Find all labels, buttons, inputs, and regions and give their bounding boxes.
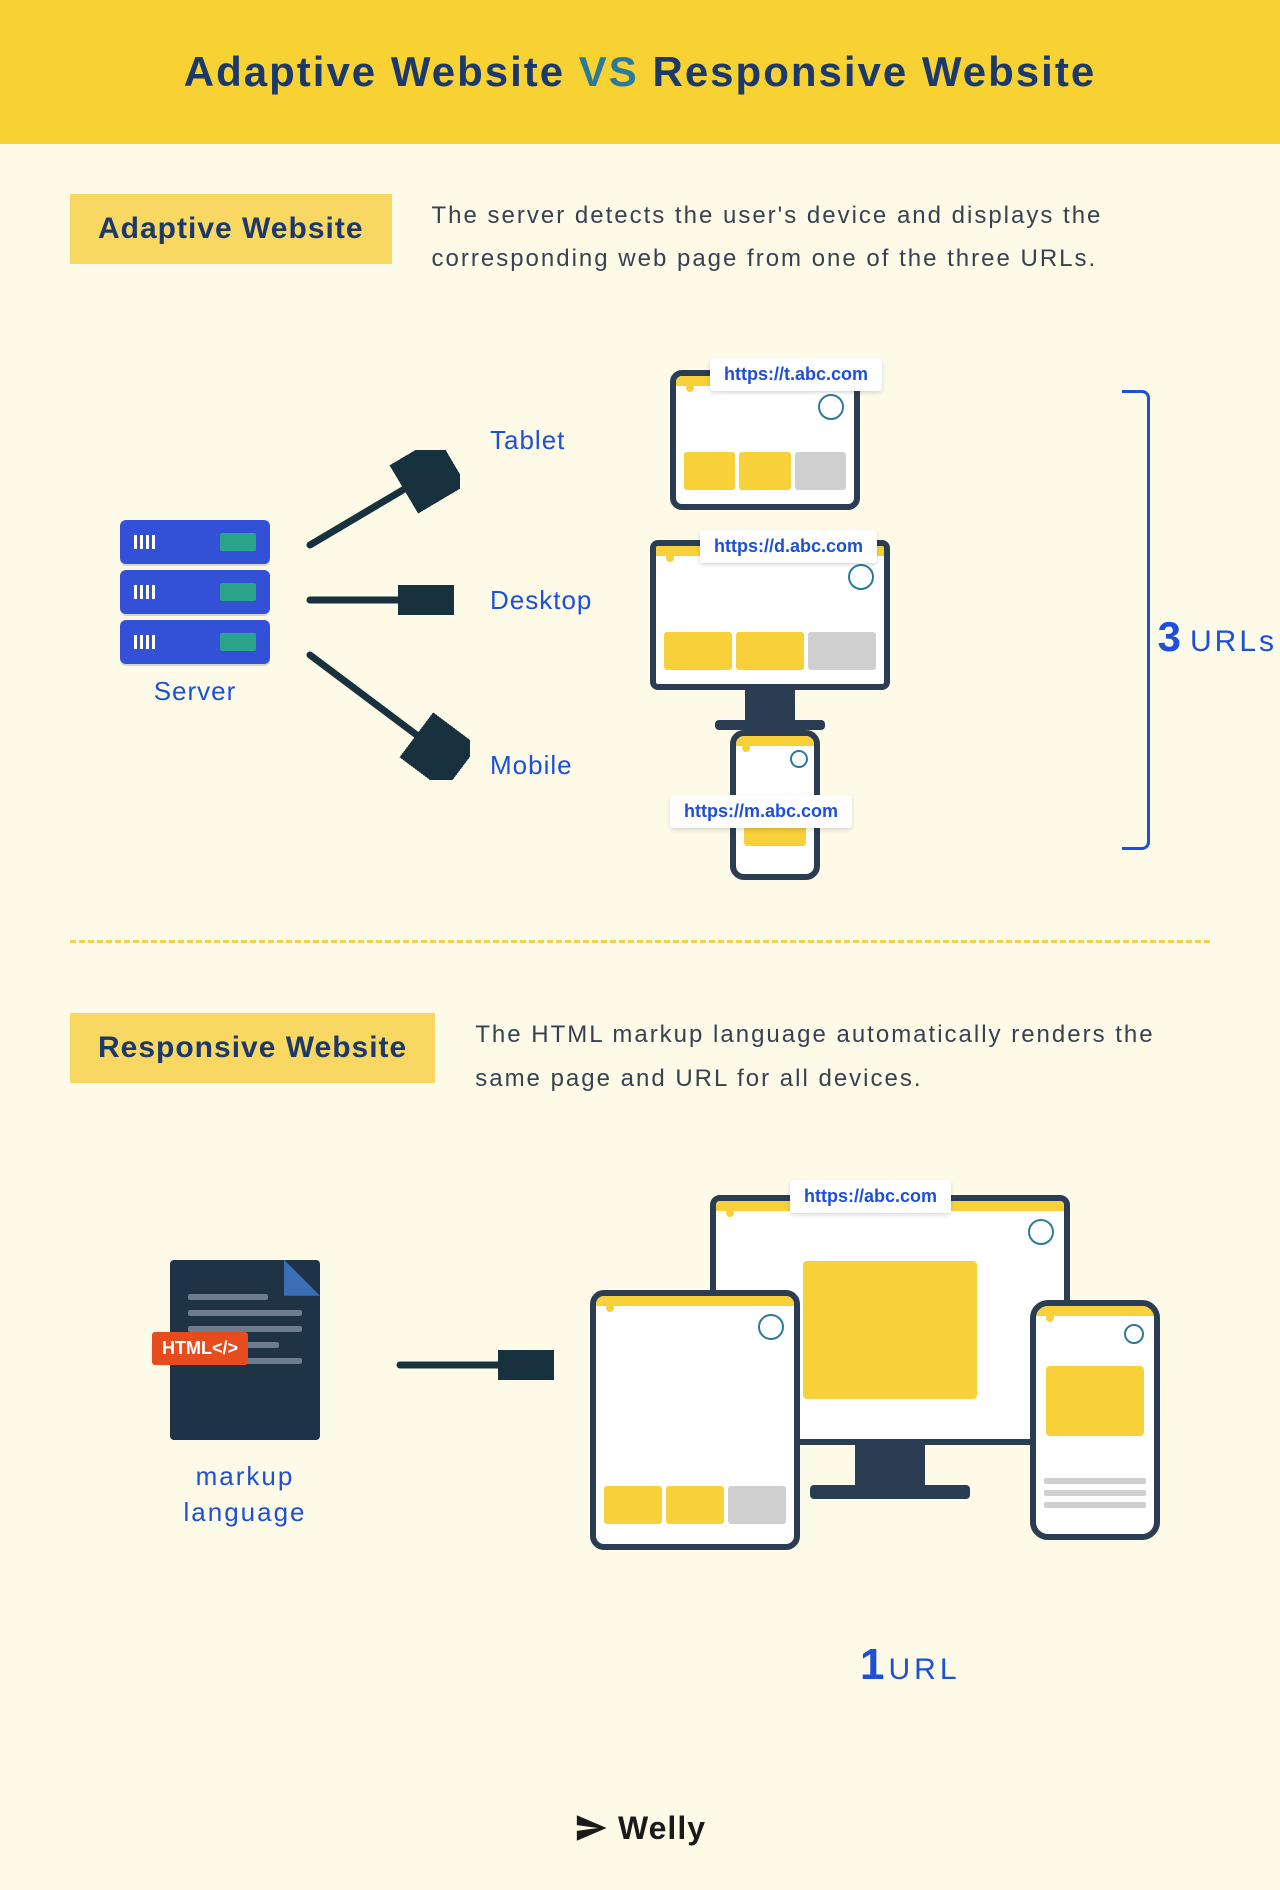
footer: Welly xyxy=(0,1780,1280,1890)
mobile-url: https://m.abc.com xyxy=(670,795,852,828)
brand-name: Welly xyxy=(618,1810,706,1847)
responsive-url-count: 1URL xyxy=(860,1640,961,1690)
responsive-mobile xyxy=(1030,1300,1160,1540)
header-band: Adaptive Website VS Responsive Website xyxy=(0,0,1280,144)
responsive-title: Responsive Website xyxy=(70,1013,435,1083)
adaptive-section: Adaptive Website The server detects the … xyxy=(0,144,1280,920)
tablet-device xyxy=(670,370,860,510)
adaptive-description: The server detects the user's device and… xyxy=(432,194,1132,280)
mobile-label: Mobile xyxy=(490,750,573,781)
html-badge: HTML</> xyxy=(152,1332,248,1365)
adaptive-diagram: Server Tablet Desktop Mobile https://t.a… xyxy=(70,330,1210,890)
paper-plane-icon xyxy=(574,1811,608,1845)
server-label: Server xyxy=(120,676,270,707)
arrow-to-devices xyxy=(390,1350,560,1380)
tablet-label: Tablet xyxy=(490,425,565,456)
section-divider xyxy=(70,940,1210,943)
desktop-label: Desktop xyxy=(490,585,592,616)
brand-logo: Welly xyxy=(574,1810,706,1847)
responsive-url: https://abc.com xyxy=(790,1180,951,1213)
responsive-diagram: HTML</> markup language https://abc.com xyxy=(70,1150,1210,1750)
responsive-description: The HTML markup language automatically r… xyxy=(475,1013,1175,1099)
responsive-url-count-number: 1 xyxy=(860,1640,888,1689)
arrow-to-desktop xyxy=(300,585,460,615)
responsive-section: Responsive Website The HTML markup langu… xyxy=(0,963,1280,1779)
tablet-url: https://t.abc.com xyxy=(710,358,882,391)
arrow-to-tablet xyxy=(300,450,460,560)
title-right: Responsive Website xyxy=(652,48,1096,95)
server-block: Server xyxy=(120,520,270,707)
desktop-device xyxy=(650,540,890,730)
html-doc-icon: HTML</> xyxy=(170,1260,320,1440)
title-vs: VS xyxy=(579,48,639,95)
urls-count-number: 3 xyxy=(1158,613,1184,660)
page-title: Adaptive Website VS Responsive Website xyxy=(60,48,1220,96)
desktop-url: https://d.abc.com xyxy=(700,530,877,563)
urls-bracket: 3URLs xyxy=(1122,390,1150,850)
server-icon xyxy=(120,520,270,664)
responsive-url-count-label: URL xyxy=(888,1653,960,1686)
urls-count-label: URLs xyxy=(1190,625,1277,658)
markup-language-label: markup language xyxy=(170,1458,320,1531)
title-left: Adaptive Website xyxy=(184,48,565,95)
adaptive-title: Adaptive Website xyxy=(70,194,392,264)
responsive-tablet xyxy=(590,1290,800,1550)
arrow-to-mobile xyxy=(300,640,470,780)
html-doc-block: HTML</> markup language xyxy=(170,1260,320,1531)
urls-count: 3URLs xyxy=(1158,613,1277,661)
